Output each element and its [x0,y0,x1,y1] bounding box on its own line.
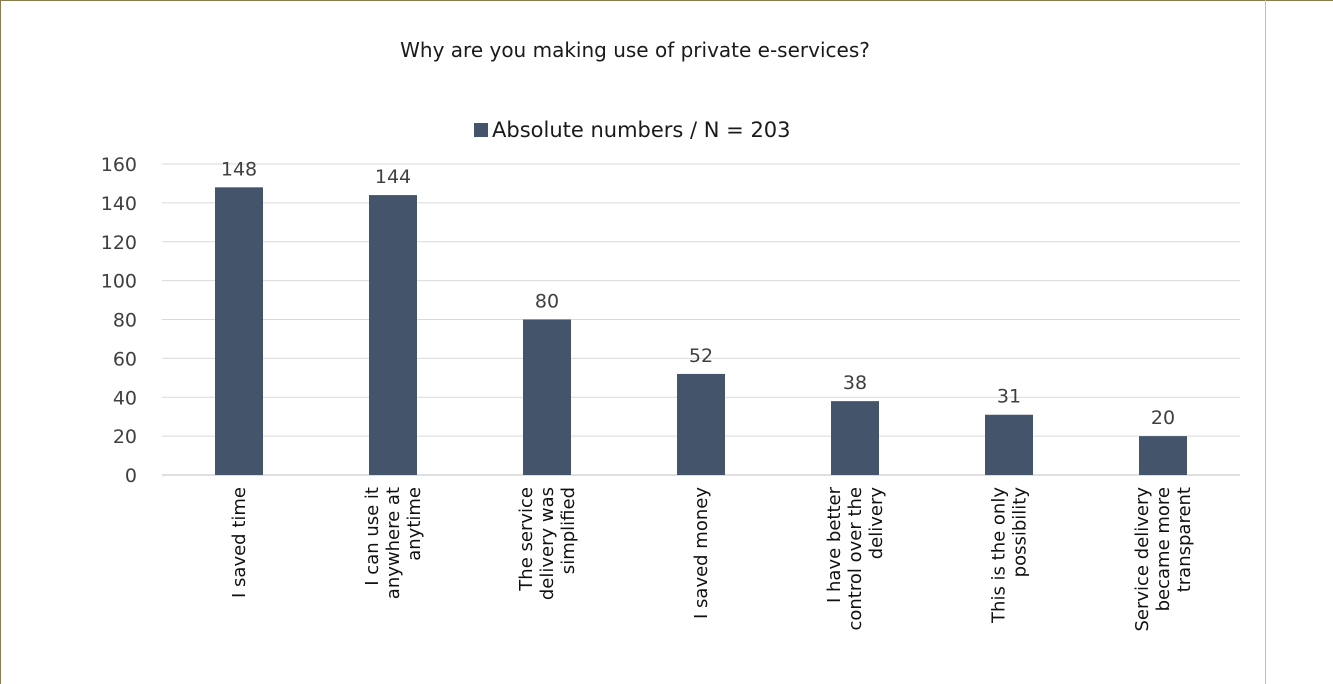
bar [523,319,571,475]
category-label-line: anytime [404,487,425,561]
category-label-line: delivery was [537,487,558,600]
chart-title: Why are you making use of private e-serv… [400,38,870,62]
y-tick-label: 100 [101,271,137,293]
data-label: 38 [843,372,867,394]
category-label: I can use it anywhere at anytime [362,487,425,599]
data-label: 31 [997,386,1021,408]
y-tick-label: 60 [113,348,137,370]
data-label: 52 [689,345,713,367]
bar [831,401,879,475]
category-label-line: simplified [558,487,579,574]
category-label-line: control over the [845,487,866,631]
category-label: Service delivery became more transparent [1132,487,1195,632]
bar [677,373,725,475]
data-label: 80 [535,291,559,313]
category-label-line: This is the only [989,487,1010,624]
y-tick-label: 20 [113,426,137,448]
category-label: This is the only possibility [989,487,1031,624]
y-tick-label: 140 [101,193,137,215]
category-label-line: anywhere at [383,487,404,599]
y-tick-label: 80 [113,310,137,332]
category-label-line: I saved time [229,487,250,598]
data-label: 20 [1151,407,1175,429]
data-label: 148 [221,158,257,180]
bar [369,195,417,475]
category-label-line: delivery [866,487,887,560]
y-tick-label: 160 [101,154,137,176]
category-label-line: I can use it [362,487,383,586]
bar [1139,436,1187,475]
legend-label: Absolute numbers / N = 203 [492,118,791,142]
legend: Absolute numbers / N = 203 [474,118,791,142]
category-label-line: transparent [1174,487,1195,592]
category-label-line: The service [516,487,537,592]
category-label-line: became more [1153,487,1174,611]
category-label-line: Service delivery [1132,487,1153,632]
legend-swatch [474,123,488,137]
y-tick-label: 40 [113,387,137,409]
bar [985,414,1033,475]
y-tick-label: 0 [125,465,137,487]
category-label: I saved money [691,487,712,619]
category-label-line: possibility [1010,487,1031,578]
category-label: I saved time [229,487,250,598]
category-label-line: I have better [824,486,845,603]
frame-right-border [1265,0,1266,684]
category-label: I have better control over the delivery [824,486,887,630]
y-tick-label: 120 [101,232,137,254]
bar [215,187,263,475]
category-label-line: I saved money [691,487,712,619]
data-label: 144 [375,166,411,188]
category-label: The service delivery was simplified [516,487,579,600]
